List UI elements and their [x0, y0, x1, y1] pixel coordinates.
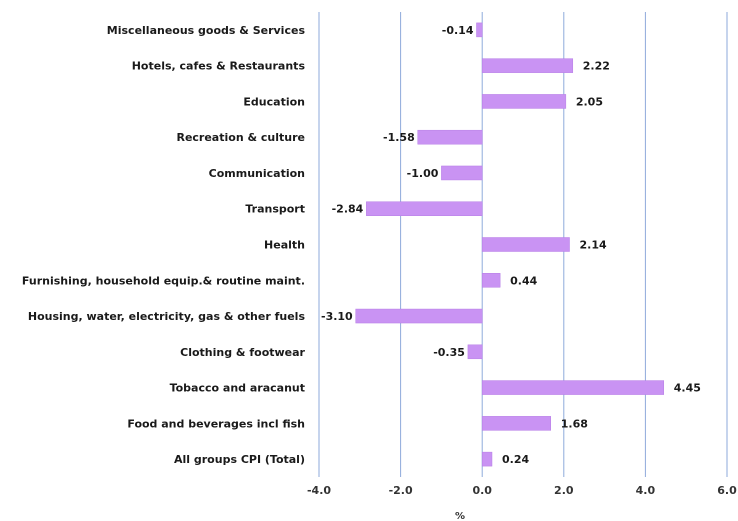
x-tick-label: 6.0 — [717, 484, 737, 497]
x-tick-label: 4.0 — [636, 484, 656, 497]
data-label: 0.24 — [502, 453, 529, 466]
bar — [481, 237, 570, 252]
category-label: Transport — [245, 203, 305, 216]
data-label: -0.35 — [433, 346, 465, 359]
category-label: Education — [243, 95, 305, 108]
data-label: 2.14 — [580, 239, 607, 252]
bar — [481, 273, 501, 288]
bar — [467, 344, 483, 360]
category-label: Recreation & culture — [176, 131, 305, 144]
category-label: Food and beverages incl fish — [127, 417, 305, 430]
data-label: 2.22 — [583, 60, 610, 73]
bar — [417, 129, 483, 145]
data-label: -1.00 — [407, 167, 439, 180]
x-tick-label: -4.0 — [307, 484, 331, 497]
data-label: -1.58 — [383, 131, 415, 144]
data-label: 2.05 — [576, 95, 603, 108]
bar — [481, 58, 574, 73]
category-label: Clothing & footwear — [180, 346, 305, 359]
x-tick-labels: -4.0 -2.0 0.0 2.0 4.0 6.0 — [307, 484, 737, 497]
data-label: -3.10 — [321, 310, 353, 323]
bar — [481, 94, 567, 109]
data-label: -0.14 — [442, 24, 474, 37]
bar — [481, 380, 665, 395]
value-labels: -0.14 2.22 2.05 -1.58 -1.00 -2.84 2.14 0.44 -3.1… — [321, 24, 701, 466]
bars — [355, 22, 665, 467]
category-label: Housing, water, electricity, gas & other… — [28, 310, 306, 323]
category-label: Tobacco and aracanut — [170, 382, 305, 395]
category-label: Hotels, cafes & Restaurants — [132, 60, 306, 73]
bar — [366, 201, 483, 216]
x-axis-title: % — [455, 511, 465, 521]
data-label: 1.68 — [561, 417, 588, 430]
bar — [476, 22, 483, 38]
bar — [481, 451, 493, 467]
data-label: 4.45 — [674, 382, 701, 395]
x-tick-label: 2.0 — [554, 484, 574, 497]
category-label: Health — [264, 239, 305, 252]
x-tick-label: -2.0 — [389, 484, 413, 497]
category-label: Miscellaneous goods & Services — [107, 24, 306, 37]
bar — [441, 165, 483, 181]
category-labels: Miscellaneous goods & Services Hotels, ca… — [22, 24, 306, 466]
x-tick-label: 0.0 — [472, 484, 492, 497]
category-label: Communication — [209, 167, 305, 180]
bar — [481, 416, 551, 431]
data-label: 0.44 — [510, 274, 537, 287]
category-label: Furnishing, household equip.& routine ma… — [22, 274, 305, 287]
category-label: All groups CPI (Total) — [174, 453, 305, 466]
data-label: -2.84 — [332, 203, 364, 216]
bar — [355, 308, 483, 324]
